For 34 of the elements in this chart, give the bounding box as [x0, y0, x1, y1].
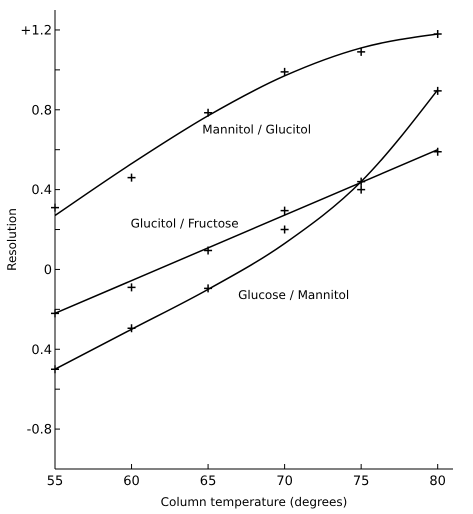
y-tick-label: 0.8: [31, 103, 52, 118]
series-label: Glucitol / Fructose: [130, 216, 239, 231]
x-tick-label: 65: [200, 474, 216, 489]
point: [203, 246, 213, 256]
point: [432, 86, 442, 96]
point: [280, 67, 290, 77]
y-tick-label: 0.4: [31, 342, 52, 358]
point: [432, 29, 442, 39]
y-tick-label: -0.8: [26, 422, 52, 438]
point: [432, 146, 442, 156]
x-tick-label: 75: [352, 474, 370, 489]
x-tick-label: 60: [123, 474, 140, 489]
x-axis-title: Column temperature (degrees): [160, 495, 348, 509]
x-tick-label: 70: [276, 474, 293, 489]
y-tick-label: 0: [44, 262, 52, 278]
series-label: Mannitol / Glucitol: [202, 122, 312, 137]
y-axis-title: Resolution: [5, 208, 19, 271]
point: [50, 202, 60, 212]
point: [126, 282, 136, 292]
point: [203, 108, 213, 118]
y-tick-label: 0.4: [31, 183, 52, 198]
point: [126, 324, 136, 334]
point: [356, 176, 366, 186]
point: [356, 184, 366, 194]
point: [203, 284, 213, 294]
series-label: Glucose / Mannitol: [238, 288, 350, 302]
x-tick-label: 55: [46, 474, 64, 489]
y-tick-label: +1.2: [20, 24, 52, 39]
point: [280, 224, 290, 234]
point: [126, 172, 136, 182]
point: [280, 206, 290, 216]
x-tick-label: 80: [429, 474, 446, 489]
point: [50, 308, 60, 318]
point: [356, 47, 366, 57]
